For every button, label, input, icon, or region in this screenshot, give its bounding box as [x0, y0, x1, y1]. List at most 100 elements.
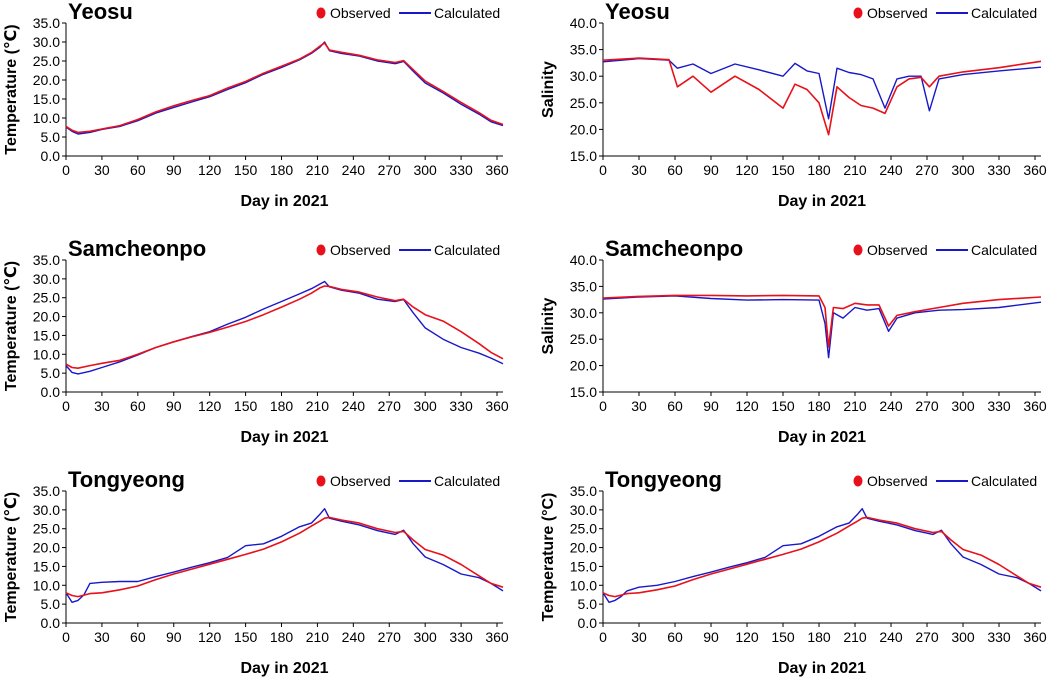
x-tick-label: 30	[94, 398, 110, 414]
station-title: Samcheonpo	[605, 236, 743, 261]
x-tick-label: 180	[270, 398, 294, 414]
x-tick-label: 270	[915, 629, 939, 645]
x-tick-label: 150	[234, 162, 258, 178]
calculated-series-line	[602, 508, 1042, 603]
x-tick-label: 90	[703, 162, 719, 178]
station-title: Samcheonpo	[68, 236, 206, 261]
chart-panel-4: 0 30 60 90 120 150 180 210 240 270 300 330 360 15.0 20…	[540, 236, 1047, 446]
y-tick-label: 10.0	[33, 577, 60, 593]
y-tick-label: 0.0	[41, 384, 61, 400]
calculated-legend-label: Calculated	[971, 5, 1037, 21]
y-tick-label: 25.0	[33, 521, 60, 537]
y-tick-label: 15.0	[33, 558, 60, 574]
x-axis-title: Day in 2021	[240, 429, 328, 446]
y-axis-title: Salinity	[540, 61, 557, 118]
x-tick-label: 150	[771, 398, 795, 414]
x-tick-label: 90	[166, 398, 182, 414]
observed-legend-marker	[316, 475, 326, 487]
y-tick-label: 15.0	[570, 148, 597, 164]
calculated-series-line	[65, 280, 504, 375]
observed-legend-marker	[853, 244, 863, 256]
y-tick-label: 35.0	[570, 278, 597, 294]
x-axis-title: Day in 2021	[240, 193, 328, 210]
x-tick-label: 360	[485, 162, 509, 178]
x-tick-label: 360	[1023, 162, 1047, 178]
x-tick-label: 0	[62, 162, 70, 178]
x-axis-title: Day in 2021	[778, 193, 866, 210]
y-axis-title: Temperature (°C)	[540, 493, 557, 622]
x-tick-label: 270	[915, 162, 939, 178]
y-tick-label: 10.0	[570, 577, 597, 593]
x-tick-label: 360	[1023, 398, 1047, 414]
x-axis-title: Day in 2021	[778, 429, 866, 446]
observed-legend-marker	[853, 475, 863, 487]
y-tick-label: 15.0	[33, 327, 60, 343]
y-axis-title: Salinity	[540, 297, 557, 354]
x-tick-label: 270	[915, 398, 939, 414]
x-tick-label: 180	[807, 398, 831, 414]
y-tick-label: 25.0	[570, 521, 597, 537]
x-tick-label: 60	[667, 398, 683, 414]
y-tick-label: 35.0	[570, 483, 597, 499]
station-title: Tongyeong	[68, 467, 185, 492]
x-tick-label: 210	[843, 629, 867, 645]
y-tick-label: 0.0	[578, 615, 598, 631]
observed-legend-marker	[316, 244, 326, 256]
x-tick-label: 210	[306, 629, 330, 645]
x-tick-label: 0	[62, 629, 70, 645]
y-axis-title: Temperature (℃)	[3, 492, 20, 622]
x-tick-label: 90	[166, 629, 182, 645]
x-tick-label: 30	[94, 629, 110, 645]
observed-legend-marker	[853, 7, 863, 19]
x-tick-label: 300	[413, 162, 437, 178]
y-axis-title: Temperature (℃)	[3, 261, 20, 391]
x-tick-label: 270	[378, 398, 402, 414]
calculated-series-line	[65, 508, 504, 603]
y-tick-label: 30.0	[570, 305, 597, 321]
x-tick-label: 150	[234, 398, 258, 414]
y-tick-label: 30.0	[570, 68, 597, 84]
y-tick-label: 10.0	[33, 110, 60, 126]
x-tick-label: 240	[342, 162, 366, 178]
calculated-legend-label: Calculated	[434, 5, 500, 21]
y-tick-label: 15.0	[570, 384, 597, 400]
x-tick-label: 300	[951, 162, 975, 178]
x-tick-label: 330	[449, 398, 473, 414]
observed-legend-label: Observed	[330, 473, 391, 489]
y-tick-label: 35.0	[33, 252, 60, 268]
x-tick-label: 210	[843, 162, 867, 178]
observed-series-line	[65, 42, 504, 134]
y-tick-label: 5.0	[41, 365, 61, 381]
observed-series-line	[602, 294, 1042, 348]
x-tick-label: 360	[1023, 629, 1047, 645]
observed-legend-label: Observed	[867, 473, 928, 489]
observed-series-line	[65, 516, 504, 598]
x-tick-label: 0	[599, 398, 607, 414]
chart-panel-5: 0 30 60 90 120 150 180 210 240 270 300 330 360 0.0 5.0…	[3, 467, 509, 677]
chart-panel-6: 0 30 60 90 120 150 180 210 240 270 300 330 360 0.0 5.0…	[540, 467, 1047, 677]
calculated-series-line	[602, 295, 1042, 359]
y-tick-label: 35.0	[570, 42, 597, 58]
x-tick-label: 0	[599, 629, 607, 645]
y-tick-label: 40.0	[570, 15, 597, 31]
x-tick-label: 240	[879, 162, 903, 178]
x-tick-label: 120	[735, 629, 759, 645]
x-tick-label: 120	[735, 398, 759, 414]
y-tick-label: 10.0	[33, 346, 60, 362]
station-title: Tongyeong	[605, 467, 722, 492]
observed-legend-label: Observed	[330, 242, 391, 258]
chart-panel-1: 0 30 60 90 120 150 180 210 240 270 300 330 360 0.0 5.0…	[3, 0, 509, 210]
x-tick-label: 210	[306, 398, 330, 414]
y-tick-label: 15.0	[33, 91, 60, 107]
y-tick-label: 5.0	[41, 129, 61, 145]
y-tick-label: 5.0	[578, 596, 598, 612]
x-tick-label: 210	[306, 162, 330, 178]
y-tick-label: 25.0	[33, 290, 60, 306]
x-tick-label: 30	[631, 398, 647, 414]
x-tick-label: 30	[631, 162, 647, 178]
calculated-series-line	[602, 57, 1042, 120]
y-tick-label: 30.0	[33, 271, 60, 287]
y-tick-label: 0.0	[41, 615, 61, 631]
x-tick-label: 330	[987, 629, 1011, 645]
